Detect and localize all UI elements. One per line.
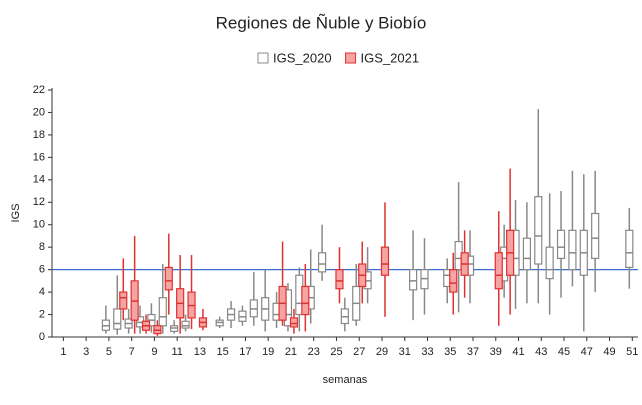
box: [534, 196, 543, 265]
x-tick-label: 39: [490, 346, 502, 358]
box: [591, 212, 600, 260]
x-tick-label: 49: [603, 346, 615, 358]
x-axis-label: semanas: [323, 374, 368, 386]
y-tick-label: 20: [33, 106, 45, 118]
box: [317, 252, 327, 273]
legend-label: IGS_2020: [273, 50, 332, 65]
x-tick-label: 51: [626, 346, 638, 358]
x-tick-label: 31: [399, 346, 411, 358]
box: [545, 246, 554, 280]
box: [380, 246, 390, 276]
y-tick-label: 14: [33, 174, 45, 186]
x-tick-label: 37: [467, 346, 479, 358]
box: [181, 320, 190, 329]
x-tick-label: 25: [330, 346, 342, 358]
y-tick-label: 8: [39, 241, 45, 253]
box: [164, 266, 173, 291]
box: [556, 229, 566, 260]
box: [335, 269, 344, 290]
box: [568, 229, 577, 271]
x-tick-label: 21: [285, 346, 297, 358]
box: [409, 269, 418, 291]
box: [119, 291, 128, 310]
box: [301, 285, 310, 316]
box: [158, 297, 167, 327]
x-tick-label: 1: [60, 346, 66, 358]
legend-swatch: [257, 52, 269, 64]
box: [449, 269, 458, 293]
x-tick-label: 3: [83, 346, 89, 358]
y-tick-label: 6: [39, 264, 45, 276]
box: [522, 237, 532, 271]
x-tick-label: 9: [151, 346, 157, 358]
y-tick-label: 18: [33, 129, 45, 141]
x-tick-label: 11: [171, 346, 182, 358]
x-tick-label: 33: [421, 346, 433, 358]
y-axis-label: IGS: [10, 204, 22, 223]
x-tick-label: 13: [194, 346, 206, 358]
x-tick-label: 27: [353, 346, 365, 358]
y-tick-label: 22: [33, 84, 45, 96]
y-tick-label: 10: [33, 219, 45, 231]
box: [113, 308, 122, 330]
x-tick-label: 17: [239, 346, 251, 358]
x-tick-label: 5: [106, 346, 112, 358]
x-tick-label: 43: [535, 346, 547, 358]
x-tick-label: 19: [262, 346, 274, 358]
y-tick-label: 0: [39, 331, 45, 343]
x-tick-label: 7: [129, 346, 135, 358]
x-tick-label: 15: [217, 346, 229, 358]
box: [289, 317, 299, 328]
box: [494, 252, 503, 290]
x-tick-label: 41: [512, 346, 524, 358]
legend-swatch: [345, 52, 357, 64]
y-tick-label: 2: [39, 308, 45, 320]
y-tick-label: 16: [33, 151, 45, 163]
legend-label: IGS_2021: [361, 50, 420, 65]
x-tick-label: 35: [444, 346, 456, 358]
y-tick-label: 4: [39, 286, 45, 298]
x-tick-label: 47: [581, 346, 593, 358]
x-tick-label: 45: [558, 346, 570, 358]
y-tick-label: 12: [33, 196, 45, 208]
box: [625, 229, 634, 268]
x-tick-label: 29: [376, 346, 388, 358]
x-tick-label: 23: [308, 346, 320, 358]
chart-title: Regiones de Ñuble y Biobío: [216, 13, 427, 32]
